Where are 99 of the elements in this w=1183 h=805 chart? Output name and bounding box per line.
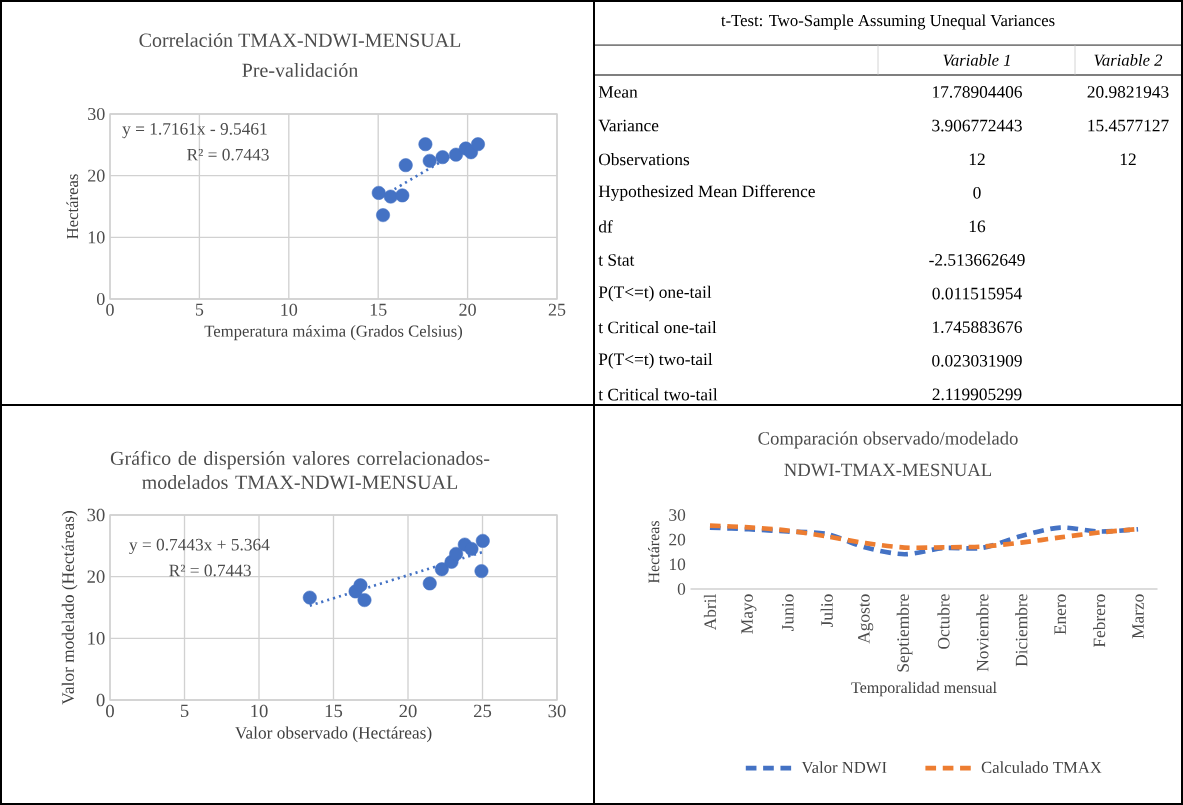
- x-tick-label: 10: [281, 303, 298, 316]
- category-label: df: [598, 220, 613, 233]
- data-label: -2.513662649: [929, 254, 1025, 266]
- chart-title: Correlación TMAX-NDWI-MENSUAL: [139, 32, 461, 48]
- point: [434, 562, 449, 577]
- category-label: Mean: [598, 86, 638, 98]
- y-tick-label: 20: [669, 533, 686, 546]
- text: t-Test: Two-Sample Assuming Unequal Variances: [721, 14, 1055, 30]
- annotation: R² = 0.7443: [187, 148, 269, 161]
- point: [353, 578, 368, 593]
- point: [449, 147, 463, 162]
- chart-title: Gráfico de dispersión valores correlacionados-modelados TMAX-NDWI-MENSUAL: [110, 450, 490, 490]
- point: [422, 576, 437, 591]
- point: [371, 185, 386, 200]
- point: [422, 153, 437, 168]
- x-axis-title: Temporalidad mensual: [851, 681, 997, 697]
- point: [449, 546, 464, 561]
- x-tick-label: 20: [399, 704, 417, 718]
- data-label: 17.78904406: [933, 86, 1022, 98]
- data-label: 2.119905299: [932, 388, 1022, 401]
- x-tick-label: 15: [370, 303, 387, 316]
- point: [398, 158, 413, 173]
- category-label: P(T<=t) two-tail: [598, 352, 713, 369]
- x-tick-label: Septiembre: [896, 594, 913, 672]
- line-series: [707, 525, 1141, 557]
- annotation: R² = 0.7443: [169, 564, 251, 577]
- x-tick-label: Junio: [781, 594, 794, 631]
- category-label: Observations: [598, 153, 690, 166]
- category-label: t Stat: [598, 254, 635, 266]
- y-tick-label: 10: [88, 231, 105, 244]
- data-label: 0.011515954: [932, 287, 1022, 300]
- point: [302, 590, 317, 605]
- annotation: y = 0.7443x + 5.364: [129, 538, 270, 555]
- point: [435, 150, 450, 165]
- y-tick-label: 20: [87, 570, 105, 583]
- point: [464, 541, 479, 556]
- x-tick-label: 5: [195, 303, 204, 316]
- y-tick-label: 30: [88, 107, 105, 121]
- x-tick-label: 25: [548, 303, 566, 316]
- x-axis-title: Temperatura máxima (Grados Celsius): [204, 325, 463, 341]
- data-label: 0.023031909: [932, 354, 1022, 367]
- chart-subtitle: Pre-validación: [242, 62, 359, 78]
- y-tick-label: 0: [96, 693, 105, 707]
- y-tick-label: 30: [669, 509, 686, 521]
- y-axis-title: Hectáreas: [648, 521, 660, 584]
- y-tick-label: 10: [669, 558, 686, 571]
- x-tick-label: 15: [325, 704, 343, 718]
- point: [376, 208, 390, 223]
- point: [475, 533, 490, 548]
- x-tick-label: Abril: [703, 594, 717, 631]
- x-tick-label: Julio: [820, 594, 833, 628]
- point: [418, 137, 433, 152]
- x-tick-label: Febrero: [1093, 594, 1106, 648]
- data-label: 1.745883676: [933, 321, 1022, 334]
- annotation: y = 1.7161x - 9.5461: [122, 123, 267, 139]
- x-tick-label: 25: [473, 704, 492, 718]
- y-tick-label: 20: [88, 169, 105, 182]
- x-tick-label: Marzo: [1132, 594, 1144, 639]
- data-label: 0: [973, 186, 981, 199]
- category-label: P(T<=t) one-tail: [598, 285, 712, 302]
- x-tick-label: Mayo: [741, 594, 757, 634]
- legend-label: Variable 2: [1094, 54, 1163, 66]
- x-tick-label: 10: [251, 704, 268, 718]
- data-label: 12: [1120, 153, 1136, 165]
- y-tick-label: 0: [677, 583, 686, 595]
- x-tick-label: 5: [180, 704, 189, 718]
- chart-subtitle: NDWI-TMAX-MESNUAL: [784, 463, 992, 477]
- point: [357, 593, 372, 608]
- category-label: Variance: [598, 119, 659, 132]
- text: Variable 1: [943, 54, 1010, 66]
- x-tick-label: 30: [548, 704, 566, 718]
- x-tick-label: 0: [106, 303, 114, 316]
- point: [383, 189, 398, 204]
- point: [395, 188, 410, 203]
- category-label: t Critical two-tail: [598, 388, 718, 401]
- x-tick-label: Enero: [1054, 594, 1066, 635]
- x-tick-label: 0: [106, 704, 114, 718]
- x-axis-title: Valor observado (Hectáreas): [235, 726, 432, 743]
- point: [471, 137, 485, 152]
- category-label: Hypothesized Mean Difference: [598, 184, 815, 201]
- data-label: 3.906772443: [932, 119, 1022, 132]
- chart-title: Comparación observado/modelado: [758, 431, 1018, 449]
- point: [474, 564, 489, 579]
- x-tick-label: Octubre: [937, 594, 950, 649]
- x-tick-label: 20: [459, 303, 476, 316]
- x-tick-label: Agosto: [858, 594, 874, 644]
- y-axis-title: Hectáreas: [66, 174, 79, 239]
- legend-label: Valor NDWI: [801, 761, 887, 774]
- y-axis-title: Valor modelado (Hectáreas): [61, 511, 78, 705]
- category-label: t Critical one-tail: [598, 321, 717, 334]
- y-tick-label: 0: [96, 292, 105, 306]
- data-label: 12: [969, 153, 985, 165]
- data-label: 20.9821943: [1087, 86, 1169, 98]
- data-label: 15.4577127: [1088, 119, 1169, 132]
- x-tick-label: Noviembre: [976, 594, 989, 672]
- y-tick-label: 30: [87, 508, 105, 522]
- data-label: 16: [969, 220, 986, 233]
- x-tick-label: Diciembre: [1015, 594, 1028, 667]
- legend-label: Calculado TMAX: [981, 761, 1102, 774]
